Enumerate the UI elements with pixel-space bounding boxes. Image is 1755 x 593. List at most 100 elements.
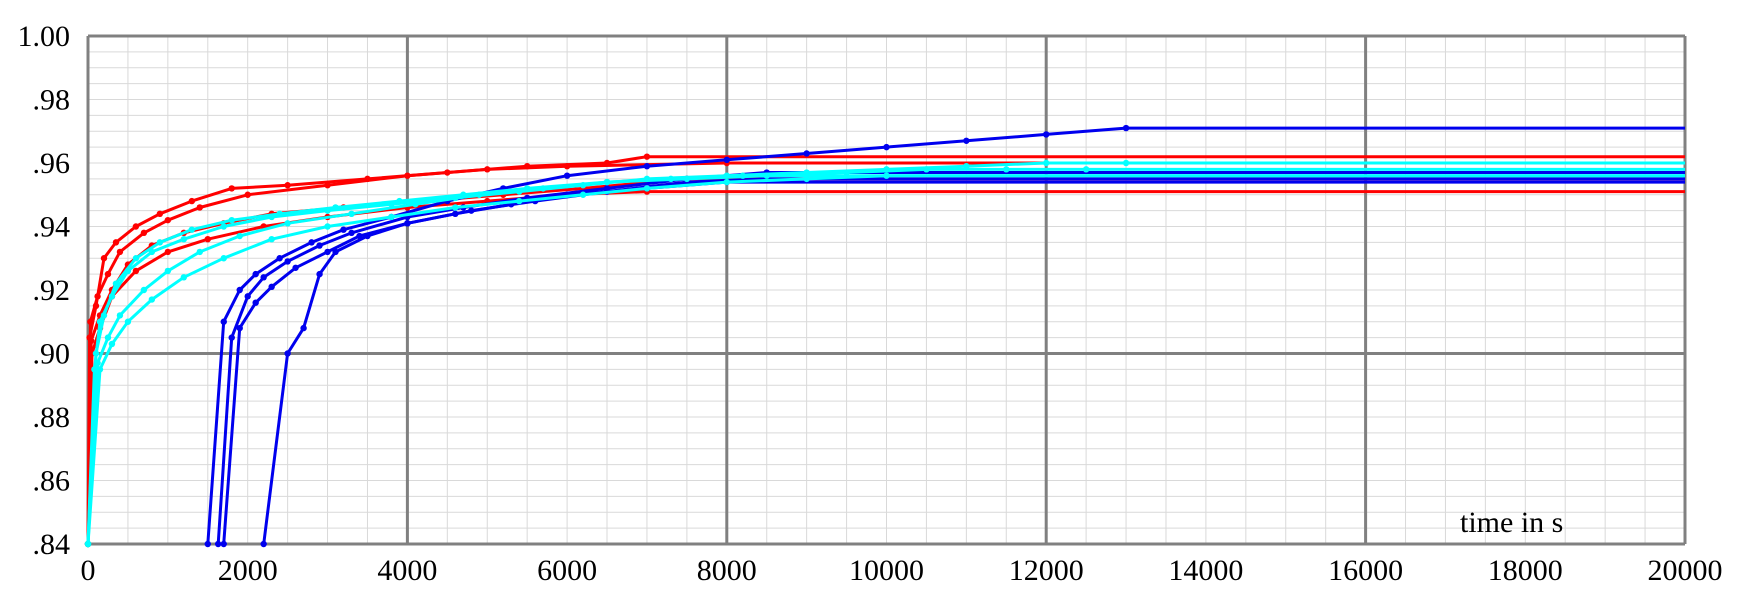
- data-point: [164, 248, 172, 256]
- data-point: [132, 223, 140, 230]
- data-point: [268, 283, 275, 291]
- series-blue-7: [260, 178, 1685, 548]
- data-point: [412, 201, 419, 208]
- data-point: [244, 191, 251, 198]
- data-point: [100, 255, 108, 262]
- data-point: [164, 267, 172, 275]
- data-point: [220, 540, 227, 548]
- series-blue-6: [220, 175, 1685, 548]
- data-point: [723, 156, 730, 164]
- data-point: [396, 197, 403, 205]
- data-point: [723, 178, 730, 186]
- data-point: [452, 210, 459, 217]
- data-point: [196, 204, 203, 211]
- data-point: [260, 274, 267, 281]
- data-point: [244, 293, 251, 300]
- series-line: [262, 180, 1685, 545]
- data-point: [388, 213, 395, 221]
- series-layer: [84, 124, 1685, 548]
- data-point: [883, 143, 890, 151]
- data-point: [92, 350, 100, 357]
- data-point: [164, 216, 172, 224]
- data-point: [236, 286, 243, 294]
- data-point: [284, 220, 291, 227]
- y-tick-label: 1.00: [18, 20, 71, 53]
- data-point: [252, 299, 259, 306]
- data-point: [96, 366, 104, 373]
- data-point: [112, 280, 120, 287]
- data-point: [116, 312, 124, 319]
- data-point: [515, 197, 523, 205]
- data-point: [284, 182, 291, 189]
- data-point: [803, 175, 810, 183]
- series-line: [216, 171, 1685, 545]
- data-point: [539, 185, 547, 192]
- data-point: [94, 293, 101, 300]
- data-point: [220, 318, 227, 325]
- data-point: [476, 191, 483, 198]
- series-cyan-11: [84, 172, 1685, 548]
- data-point: [94, 359, 101, 367]
- data-point: [104, 334, 112, 341]
- data-point: [87, 337, 95, 344]
- data-point: [316, 270, 323, 278]
- data-point: [140, 286, 148, 294]
- data-point: [116, 248, 124, 256]
- y-tick-label: .84: [33, 528, 71, 561]
- data-point: [188, 226, 196, 233]
- data-point: [236, 324, 243, 332]
- y-axis-ticks: .84 .86 .88 .90 .92 .94 .96 .98 1.00: [18, 20, 71, 561]
- data-point: [1082, 166, 1090, 173]
- data-point: [963, 137, 970, 144]
- data-point: [579, 191, 587, 198]
- data-point: [84, 540, 92, 548]
- data-point: [156, 239, 164, 246]
- y-tick-label: .98: [33, 84, 71, 117]
- series-line: [86, 174, 1685, 545]
- y-tick-label: .94: [33, 211, 71, 244]
- data-point: [404, 220, 411, 227]
- data-point: [188, 197, 196, 205]
- data-point: [204, 540, 211, 548]
- data-point: [284, 350, 291, 357]
- x-axis-ticks: 0 2000 4000 6000 8000 10000 12000 14000 16000 180…: [81, 554, 1723, 587]
- data-point: [132, 255, 140, 262]
- data-point: [452, 204, 459, 211]
- data-point: [104, 270, 112, 278]
- data-point: [276, 255, 283, 262]
- data-point: [364, 232, 371, 240]
- x-tick-label: 0: [81, 554, 96, 587]
- x-tick-label: 12000: [1009, 554, 1084, 587]
- data-point: [236, 232, 243, 240]
- data-point: [108, 340, 116, 348]
- data-point: [132, 267, 140, 275]
- data-point: [1122, 124, 1130, 132]
- data-point: [180, 274, 188, 281]
- x-tick-label: 6000: [537, 554, 597, 587]
- data-point: [484, 166, 491, 173]
- data-point: [803, 150, 810, 157]
- x-tick-label: 18000: [1488, 554, 1563, 587]
- minor-grid: [87, 35, 1686, 545]
- data-point: [563, 172, 571, 179]
- x-tick-label: 16000: [1328, 554, 1403, 587]
- data-point: [228, 334, 235, 341]
- data-point: [667, 175, 675, 183]
- x-tick-label: 8000: [697, 554, 757, 587]
- data-point: [843, 169, 850, 176]
- data-point: [563, 162, 571, 170]
- data-point: [324, 248, 331, 256]
- data-point: [228, 185, 235, 192]
- y-tick-label: .86: [33, 465, 71, 498]
- data-point: [1122, 159, 1130, 167]
- x-tick-label: 2000: [218, 554, 278, 587]
- data-point: [180, 236, 188, 243]
- major-grid: [86, 34, 1687, 546]
- data-point: [300, 324, 307, 332]
- data-point: [332, 248, 339, 256]
- data-point: [276, 210, 283, 217]
- data-point: [100, 312, 108, 319]
- data-point: [340, 226, 347, 233]
